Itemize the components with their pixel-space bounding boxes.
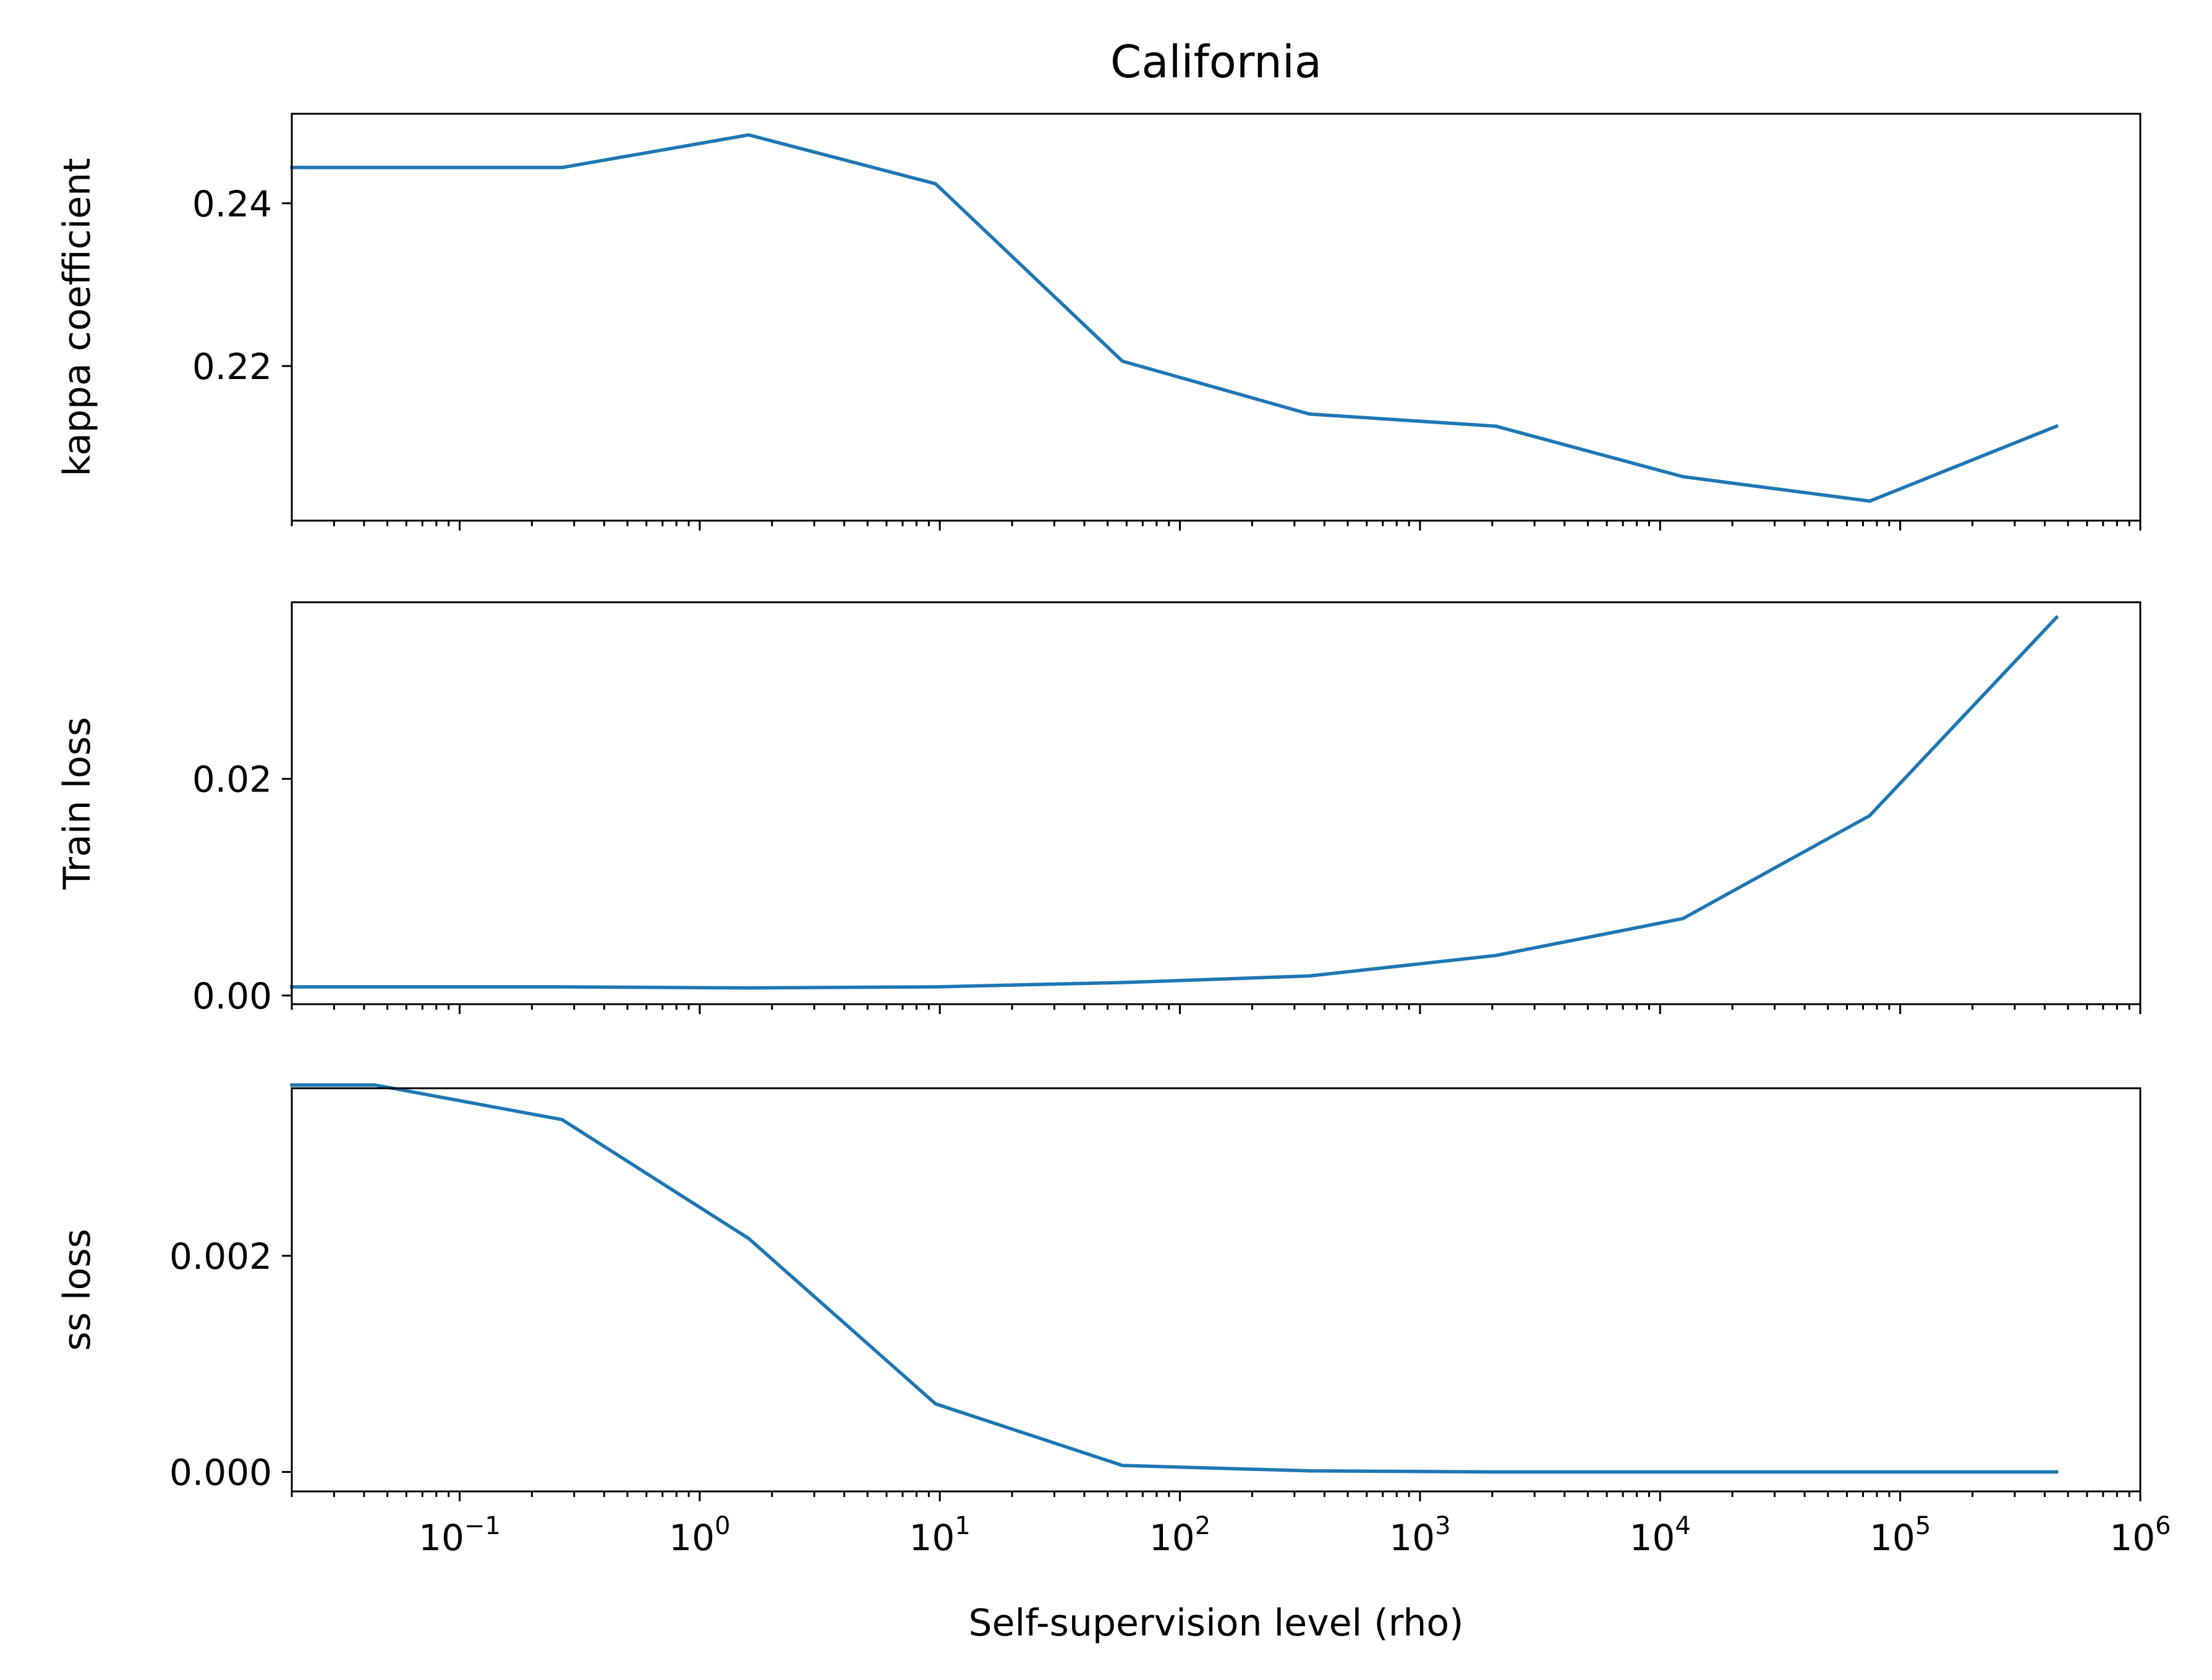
- x-tick-label: 105: [1870, 1512, 1931, 1559]
- series-line-3: [290, 1083, 2059, 1474]
- y-tick-label: 0.22: [192, 346, 272, 388]
- y-tick-label: 0.00: [192, 975, 272, 1017]
- x-tick-label: 10−1: [419, 1512, 501, 1559]
- chart-title: California: [1110, 36, 1322, 88]
- x-tick-label: 102: [1149, 1512, 1210, 1559]
- y-axis-label: kappa coefficient: [56, 158, 99, 476]
- subplots-group: 0.22 0.24 kappa coefficient 0.00 0.02 Train l…: [56, 113, 2171, 1559]
- y-tick-label: 0.002: [169, 1235, 272, 1277]
- y-tick-label: 0.000: [169, 1452, 272, 1494]
- subplot-2: 0.00 0.02 Train loss: [56, 601, 2142, 1017]
- y-axis-label: Train loss: [56, 717, 99, 890]
- x-tick-exponent: 3: [1435, 1512, 1450, 1540]
- x-tick-exponent: 1: [955, 1512, 970, 1540]
- axes-frame-2: [291, 601, 2142, 1005]
- x-tick-label: 104: [1630, 1512, 1691, 1559]
- x-tick-exponent: 2: [1195, 1512, 1210, 1540]
- x-tick-exponent: −1: [464, 1512, 501, 1540]
- x-tick-exponent: 6: [2155, 1512, 2171, 1540]
- x-tick-label: 103: [1389, 1512, 1450, 1559]
- y-tick-label: 0.24: [192, 183, 272, 225]
- x-tick-exponent: 5: [1915, 1512, 1931, 1540]
- axes-frame-3: [291, 1087, 2142, 1493]
- y-axis-label: ss loss: [56, 1229, 99, 1351]
- axes-frame-1: [291, 113, 2142, 522]
- x-tick-label: 101: [909, 1512, 971, 1559]
- subplot-1: 0.22 0.24 kappa coefficient: [56, 113, 2142, 531]
- x-tick-label: 106: [2109, 1512, 2171, 1559]
- series-line-2: [290, 615, 2059, 990]
- x-axis-label: Self-supervision level (rho): [969, 1601, 1464, 1645]
- series-line-1: [290, 133, 2059, 503]
- x-tick-label: 100: [669, 1512, 730, 1559]
- x-tick-exponent: 4: [1675, 1512, 1690, 1540]
- y-tick-label: 0.02: [192, 759, 272, 801]
- x-tick-exponent: 0: [715, 1512, 730, 1540]
